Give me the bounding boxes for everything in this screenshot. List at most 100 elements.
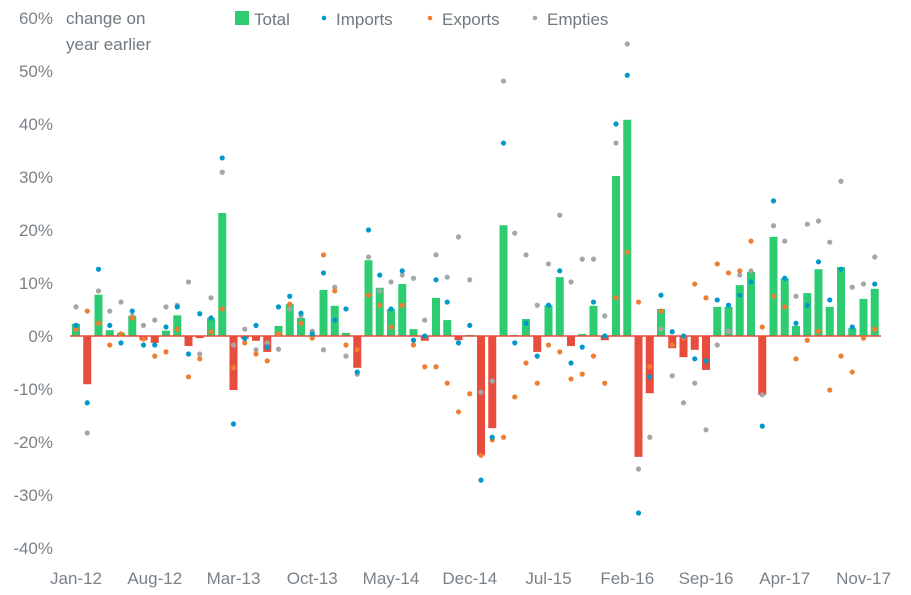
dot-exports-Feb-14 (354, 347, 360, 353)
y-axis-label: change on year earlier (66, 9, 151, 54)
dot-imports-Dec-13 (332, 317, 338, 323)
dot-exports-Jun-16 (669, 342, 675, 348)
dot-exports-May-16 (658, 308, 664, 314)
dot-imports-Nov-12 (185, 351, 192, 357)
bar-total-Apr-12 (105, 330, 114, 336)
bar-total-Jun-17 (803, 293, 812, 336)
dot-imports-Dec-16 (737, 292, 743, 298)
bar-total-Apr-14 (375, 287, 384, 336)
dot-imports-Jun-17 (804, 302, 810, 308)
bar-total-Feb-16 (623, 119, 632, 336)
x-axis: Jan-12 Aug-12 Mar-13 Oct-13 May-14 Dec-14 Jul-… (50, 569, 891, 588)
bar-total-Jun-12 (128, 315, 137, 336)
dot-exports-Apr-17 (782, 304, 788, 310)
bar-total-Jul-17 (814, 269, 823, 336)
dot-exports-Aug-12 (152, 353, 158, 359)
dot-exports-Apr-12 (107, 342, 113, 348)
dot-imports-Oct-17 (849, 324, 855, 330)
dot-imports-Jan-16 (613, 121, 619, 127)
dot-empties-May-15 (523, 252, 529, 258)
dot-imports-Aug-17 (827, 297, 833, 303)
dot-exports-Feb-16 (624, 249, 630, 255)
dot-imports-Oct-16 (714, 297, 720, 303)
dot-empties-Mar-17 (770, 223, 777, 229)
bar-total-Jul-14 (409, 329, 418, 336)
bar-total-Feb-13 (218, 213, 227, 336)
dot-imports-Jun-16 (669, 329, 675, 335)
dot-exports-Jul-13 (275, 331, 282, 337)
y-axis-label-line-1: change on (66, 9, 145, 28)
dot-empties-Feb-12 (84, 430, 90, 436)
bar-total-Oct-14 (443, 320, 452, 336)
bar-total-Jan-14 (342, 332, 350, 336)
legend: Total Imports Exports Empties (235, 10, 608, 29)
dot-imports-Jul-15 (545, 302, 552, 308)
dot-imports-Apr-13 (242, 336, 248, 342)
dot-exports-Jan-14 (343, 342, 349, 348)
dot-empties-Aug-12 (152, 317, 158, 323)
dot-exports-Apr-15 (512, 394, 518, 400)
dot-empties-Nov-17 (860, 281, 867, 287)
bar-total-Aug-16 (690, 336, 699, 350)
dot-empties-Dec-17 (872, 254, 878, 260)
bar-total-Mar-14 (364, 260, 373, 336)
dot-exports-Sep-17 (838, 353, 844, 359)
dot-empties-Aug-17 (827, 239, 833, 245)
dot-empties-Oct-16 (714, 342, 720, 348)
dot-empties-Feb-15 (489, 378, 495, 384)
x-tick-label: Mar-13 (207, 569, 261, 588)
y-tick-label: 20% (19, 221, 53, 240)
bar-total-Oct-12 (173, 315, 182, 336)
bar-total-Nov-17 (859, 298, 868, 336)
dot-imports-Apr-12 (107, 322, 113, 328)
dot-exports-Jan-15 (478, 452, 484, 458)
dot-imports-Jan-12 (73, 322, 79, 328)
dot-imports-Jul-17 (815, 259, 822, 265)
dot-imports-Jul-12 (140, 342, 147, 348)
dot-exports-May-14 (388, 324, 394, 330)
bar-total-Jul-16 (679, 336, 688, 358)
dot-empties-Dec-12 (197, 351, 203, 357)
dot-empties-Apr-15 (512, 230, 518, 236)
dot-exports-Apr-14 (377, 302, 383, 308)
bar-total-Sep-13 (297, 317, 305, 336)
dot-empties-Jul-16 (680, 400, 687, 406)
bar-total-May-16 (657, 308, 665, 336)
bar-total-Feb-17 (758, 336, 767, 395)
legend-marker-empties (532, 15, 538, 21)
x-tick-label: Feb-16 (600, 569, 654, 588)
dot-exports-May-15 (523, 360, 529, 366)
dot-exports-Oct-13 (309, 335, 315, 341)
dot-empties-May-17 (793, 293, 799, 299)
dot-imports-Jul-13 (275, 304, 282, 310)
dot-exports-Jan-12 (73, 326, 79, 332)
dot-empties-Aug-15 (557, 212, 563, 218)
dot-exports-Jan-17 (748, 238, 754, 244)
y-tick-label: -40% (13, 539, 53, 558)
bar-total-Nov-14 (454, 336, 463, 341)
x-tick-label: Aug-12 (127, 569, 182, 588)
bar-total-Mar-15 (499, 225, 508, 336)
dot-imports-Sep-14 (433, 277, 439, 283)
legend-label-total: Total (254, 10, 290, 29)
legend-label-imports: Imports (336, 10, 393, 29)
dot-imports-Aug-14 (422, 333, 428, 339)
dot-empties-Sep-15 (568, 279, 574, 285)
dot-imports-May-14 (388, 306, 394, 312)
dot-empties-Mar-16 (635, 466, 642, 472)
dot-empties-Dec-16 (737, 272, 743, 278)
dot-exports-Dec-16 (737, 268, 743, 274)
dot-empties-Nov-13 (320, 347, 327, 353)
dot-exports-Oct-16 (714, 261, 720, 267)
dot-empties-Jan-12 (73, 304, 79, 310)
dot-imports-May-15 (523, 320, 529, 326)
bar-total-Jun-15 (533, 336, 542, 352)
bar-total-Jul-13 (274, 325, 283, 336)
legend-label-empties: Empties (547, 10, 608, 29)
dot-exports-Dec-12 (197, 356, 203, 362)
dot-empties-Feb-13 (219, 169, 225, 175)
dot-exports-May-13 (253, 351, 259, 357)
dot-exports-Dec-15 (602, 380, 608, 386)
y-tick-label: 10% (19, 274, 53, 293)
